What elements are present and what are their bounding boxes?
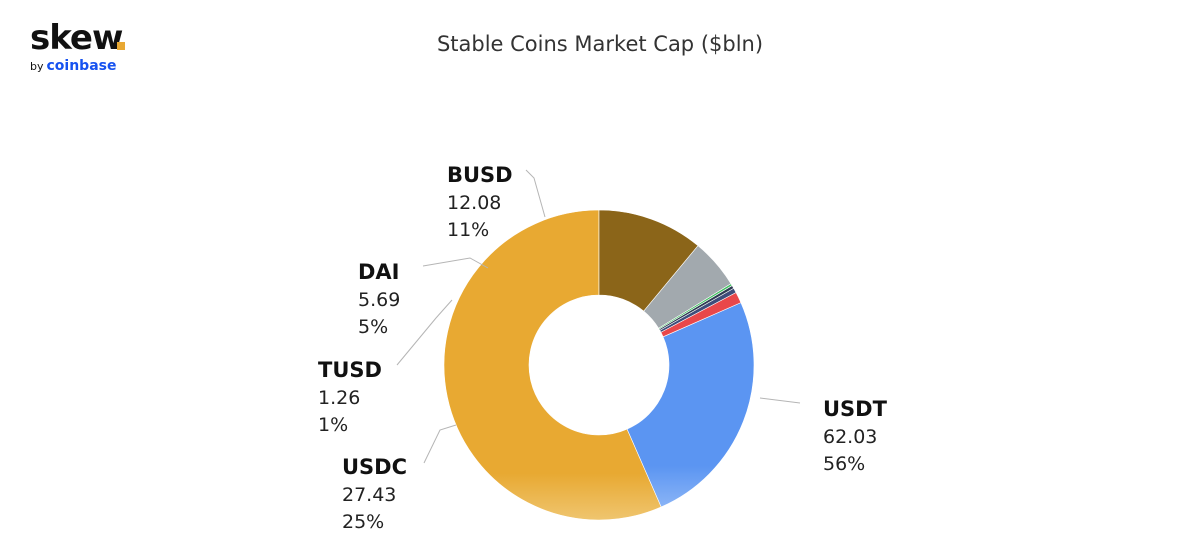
leader-line-tusd [396, 299, 453, 366]
leader-line-dai [422, 257, 489, 269]
donut-slices [443, 209, 755, 521]
label-name-usdt: USDT [823, 397, 888, 421]
label-value-dai: 5.69 [358, 289, 400, 311]
label-value-usdc: 27.43 [342, 484, 396, 506]
logo-brand-text: coinbase [46, 58, 117, 74]
label-name-tusd: TUSD [318, 358, 382, 382]
chart-title: Stable Coins Market Cap ($bln) [436, 32, 764, 56]
label-value-tusd: 1.26 [318, 387, 360, 409]
leader-line-busd [525, 169, 546, 218]
slice-usdt [443, 209, 662, 521]
label-leader-lines [396, 169, 801, 464]
label-percent-dai: 5% [358, 316, 388, 338]
label-percent-usdc: 25% [342, 511, 384, 533]
slice-usdc [626, 302, 755, 508]
slice-labels: USDT 62.03 56% USDC 27.43 25% TUSD 1.26 1% DAI 5.6… [318, 163, 888, 533]
slice-busd [598, 209, 699, 312]
logo-dot [117, 42, 125, 50]
label-percent-tusd: 1% [318, 414, 348, 436]
logo-subline: by coinbase [30, 58, 116, 75]
leader-line-usdt [759, 397, 801, 404]
label-percent-usdt: 56% [823, 453, 865, 475]
label-name-dai: DAI [358, 260, 400, 284]
logo-wordmark: skew [30, 18, 123, 58]
label-name-busd: BUSD [447, 163, 513, 187]
skew-logo: skew by coinbase [30, 18, 150, 78]
leader-line-usdc [423, 424, 457, 464]
label-name-usdc: USDC [342, 455, 407, 479]
label-value-usdt: 62.03 [823, 426, 877, 448]
logo-by-text: by [30, 60, 44, 73]
label-percent-busd: 11% [447, 219, 489, 241]
label-value-busd: 12.08 [447, 192, 501, 214]
